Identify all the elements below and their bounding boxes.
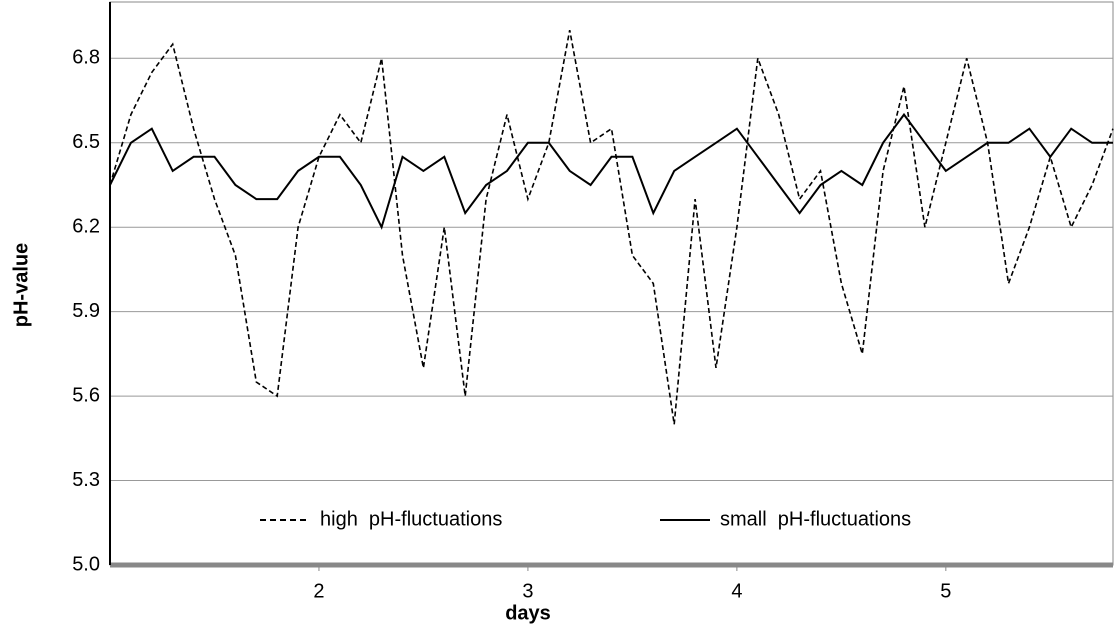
y-tick-label: 5.6	[72, 384, 100, 406]
y-tick-label: 5.9	[72, 300, 100, 322]
y-tick-label: 5.0	[72, 553, 100, 575]
y-tick-label: 6.2	[72, 215, 100, 237]
y-tick-label: 5.3	[72, 469, 100, 491]
data-line	[109, 112, 1113, 230]
x-tick-label: 5	[940, 580, 951, 602]
legend-label: small pH-fluctuations	[720, 508, 911, 530]
legend-label: high pH-fluctuations	[320, 508, 502, 530]
y-tick-label: 6.8	[72, 47, 100, 69]
x-tick-label: 2	[313, 580, 324, 602]
x-axis-label: days	[505, 602, 551, 624]
y-axis-label: pH-value	[10, 243, 32, 327]
y-tick-label: 6.5	[72, 131, 100, 153]
x-tick-label: 4	[731, 580, 742, 602]
data-line	[109, 29, 1114, 425]
x-tick-label: 3	[522, 580, 533, 602]
